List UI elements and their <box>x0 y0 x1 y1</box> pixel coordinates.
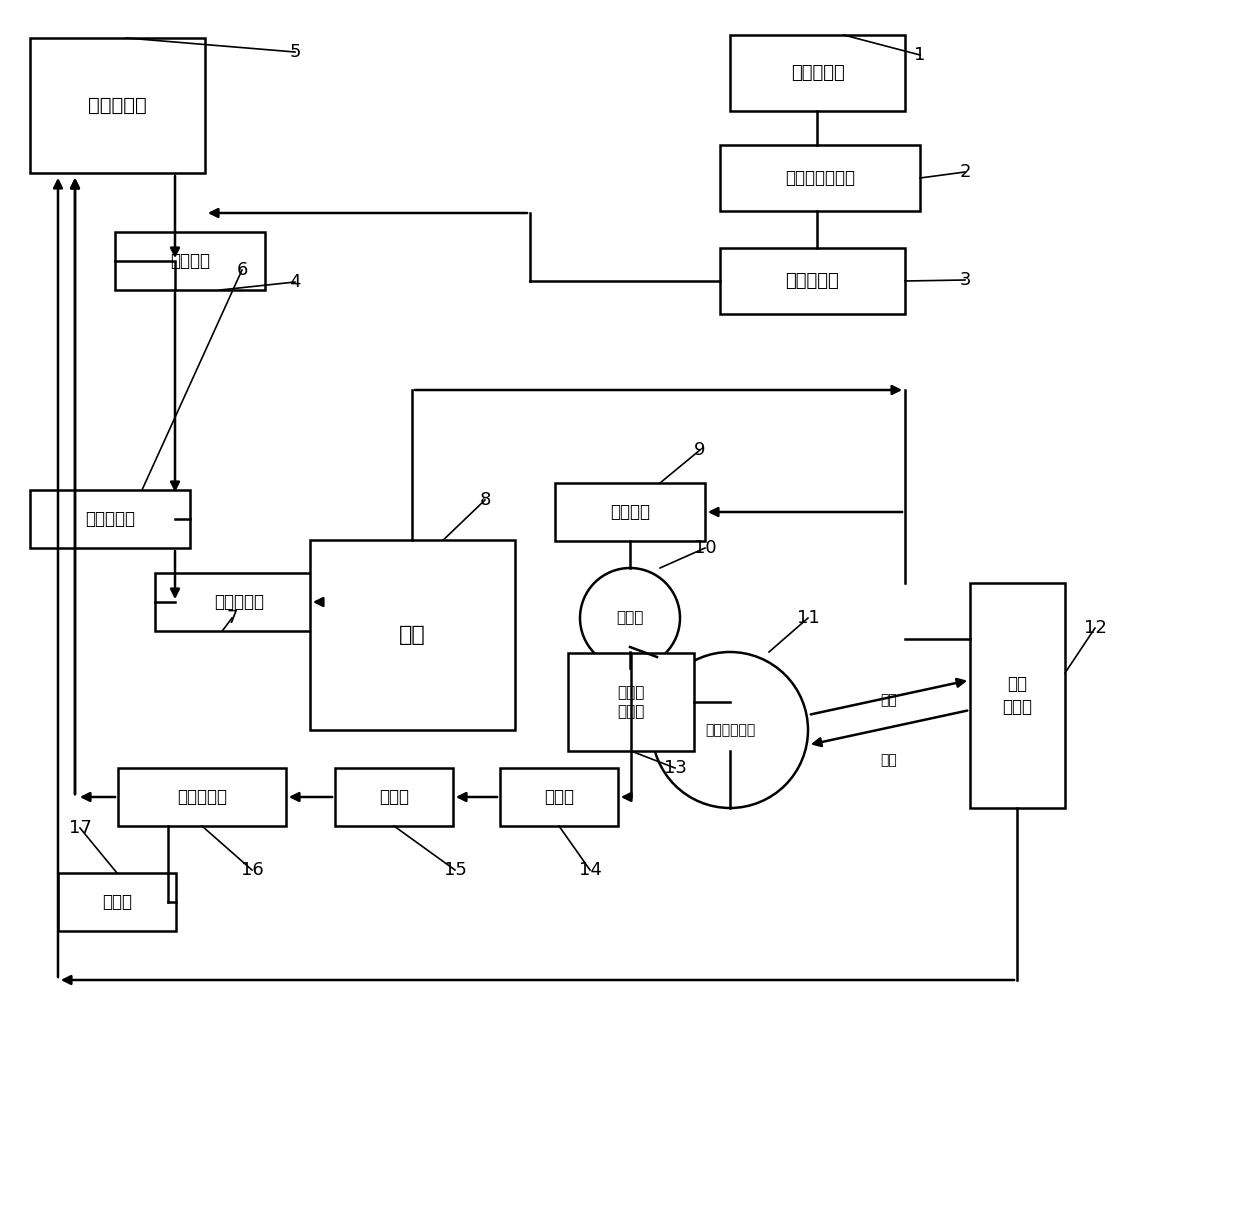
Text: 15: 15 <box>444 861 466 879</box>
Text: 锅炉给水泵: 锅炉给水泵 <box>215 593 264 611</box>
Bar <box>720 145 920 211</box>
Text: 17: 17 <box>68 818 92 837</box>
Text: 3: 3 <box>960 271 971 290</box>
Text: 1: 1 <box>914 45 926 64</box>
Text: 凝结水回收器: 凝结水回收器 <box>704 723 755 737</box>
Text: 常温除氧器: 常温除氧器 <box>786 272 839 290</box>
Bar <box>720 248 905 314</box>
Text: 水质检测器: 水质检测器 <box>177 788 227 806</box>
Text: 14: 14 <box>579 861 601 879</box>
Text: 5: 5 <box>289 43 301 61</box>
Text: 用汽设备: 用汽设备 <box>610 503 650 521</box>
Bar <box>970 583 1065 809</box>
Text: 汽水
加热器: 汽水 加热器 <box>1002 675 1033 715</box>
Text: 流量计: 流量计 <box>379 788 409 806</box>
Text: 13: 13 <box>663 760 687 777</box>
Text: 9: 9 <box>694 440 706 459</box>
Bar <box>155 573 322 631</box>
Text: 4: 4 <box>289 272 301 291</box>
Bar <box>115 232 265 290</box>
Text: 排水阀: 排水阀 <box>102 893 131 910</box>
Text: 循环水泵: 循环水泵 <box>170 252 210 270</box>
Bar <box>30 38 205 173</box>
Text: 高位软水箱: 高位软水箱 <box>88 96 146 115</box>
Text: 12: 12 <box>1084 618 1106 637</box>
Text: 除铁器: 除铁器 <box>544 788 574 806</box>
Bar <box>556 483 706 541</box>
Text: 8: 8 <box>480 491 491 509</box>
Text: 高位水箱给水泵: 高位水箱给水泵 <box>785 169 856 187</box>
Text: 锅炉: 锅炉 <box>399 625 425 645</box>
Text: 低位软水箱: 低位软水箱 <box>791 64 844 82</box>
Text: 10: 10 <box>693 539 717 557</box>
Text: 凝结水
回收泵: 凝结水 回收泵 <box>618 685 645 719</box>
Text: 蒸汽: 蒸汽 <box>880 693 898 707</box>
Bar <box>30 490 190 548</box>
Bar <box>310 540 515 730</box>
Bar <box>568 653 694 751</box>
Text: 液水: 液水 <box>880 753 898 767</box>
Bar <box>335 768 453 826</box>
Text: 11: 11 <box>796 609 820 627</box>
Bar <box>118 768 286 826</box>
Bar <box>58 872 176 931</box>
Text: 2: 2 <box>960 163 971 182</box>
Text: 6: 6 <box>237 261 248 279</box>
Text: 水温检测器: 水温检测器 <box>86 510 135 528</box>
Text: 7: 7 <box>226 609 238 627</box>
Text: 16: 16 <box>241 861 263 879</box>
Bar <box>730 36 905 110</box>
Text: 疏水器: 疏水器 <box>616 611 644 626</box>
Bar <box>500 768 618 826</box>
